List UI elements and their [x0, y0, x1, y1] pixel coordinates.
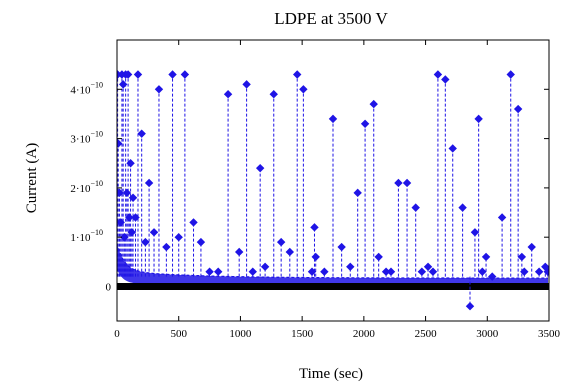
y-tick-label: 2·10−10 — [70, 179, 103, 195]
data-point — [168, 70, 177, 79]
x-axis-label: Time (sec) — [299, 366, 363, 382]
data-point — [433, 70, 443, 79]
data-point — [133, 70, 143, 79]
data-point — [285, 247, 294, 257]
data-point — [441, 75, 450, 84]
x-tick-label: 0 — [114, 328, 120, 340]
data-point — [260, 262, 270, 271]
data-point — [196, 237, 206, 247]
data-point — [428, 267, 438, 276]
data-point — [310, 223, 319, 232]
y-tick-label: 1·10−10 — [70, 228, 103, 244]
data-point — [214, 267, 223, 276]
data-point — [369, 99, 378, 109]
data-point — [513, 104, 523, 114]
x-tick-label: 2000 — [353, 328, 376, 340]
data-point — [465, 302, 475, 311]
x-tick-label: 3000 — [476, 328, 499, 340]
data-point — [478, 267, 487, 276]
data-point — [386, 267, 396, 276]
data-point — [126, 159, 135, 168]
data-point — [248, 267, 257, 276]
y-tick-label: 4·10−10 — [70, 80, 103, 96]
data-layer — [117, 70, 549, 311]
data-point — [118, 80, 128, 89]
chart-title: LDPE at 3500 V — [274, 9, 388, 28]
data-point — [162, 242, 171, 252]
data-point — [149, 228, 159, 237]
plot-frame — [116, 39, 550, 322]
data-point — [141, 237, 150, 247]
noise-band — [117, 243, 549, 285]
data-point — [189, 218, 198, 227]
y-axis-label: Current (A) — [24, 143, 40, 213]
data-point — [488, 272, 497, 281]
data-point — [154, 85, 164, 94]
data-point — [360, 119, 370, 129]
y-tick-label: 0 — [106, 281, 112, 293]
data-point — [381, 267, 391, 276]
data-point — [337, 242, 346, 252]
decay-trace — [117, 243, 549, 279]
data-point — [311, 252, 320, 262]
data-point — [394, 178, 403, 188]
x-tick-label: 500 — [170, 328, 187, 340]
x-tick-label: 2500 — [415, 328, 438, 340]
x-tick-label: 3500 — [538, 328, 561, 340]
plot-area: 0 500 1000 1500 2000 2500 3000 3500 0 1·10−10 2·10… — [70, 39, 561, 340]
data-point — [417, 267, 427, 276]
data-point — [520, 267, 529, 276]
data-point — [497, 213, 507, 222]
data-point — [174, 232, 183, 242]
data-point — [458, 203, 467, 212]
data-point — [534, 267, 544, 276]
data-point — [506, 70, 515, 79]
data-point — [117, 188, 124, 198]
y-tick-label: 3·10−10 — [70, 130, 103, 146]
data-point — [411, 203, 420, 212]
data-point — [180, 70, 190, 79]
data-point — [299, 85, 308, 94]
data-point — [123, 70, 133, 79]
data-point — [470, 228, 480, 237]
data-point — [127, 228, 137, 237]
data-point — [328, 114, 338, 124]
data-point — [517, 252, 527, 262]
data-point — [527, 242, 536, 252]
data-point — [122, 188, 132, 198]
data-point — [474, 114, 483, 124]
data-point — [374, 252, 383, 262]
data-point — [137, 129, 146, 138]
data-point — [353, 188, 362, 198]
x-tick-label: 1000 — [229, 328, 252, 340]
data-point — [117, 218, 125, 227]
x-tick-label: 1500 — [291, 328, 314, 340]
data-point — [242, 80, 251, 89]
data-point — [117, 139, 123, 148]
data-point — [293, 70, 302, 79]
data-point — [320, 267, 329, 276]
data-point — [269, 90, 278, 99]
data-point — [125, 213, 134, 222]
data-point — [144, 178, 154, 188]
data-point — [205, 267, 214, 276]
data-point — [448, 144, 457, 153]
data-point — [346, 262, 355, 271]
data-point — [481, 252, 491, 262]
data-point — [276, 237, 286, 247]
data-point — [223, 90, 233, 99]
data-point — [423, 262, 433, 271]
data-point — [543, 267, 549, 276]
data-point — [234, 247, 244, 257]
data-point — [402, 178, 412, 188]
data-point — [255, 163, 265, 173]
data-point — [128, 193, 138, 202]
